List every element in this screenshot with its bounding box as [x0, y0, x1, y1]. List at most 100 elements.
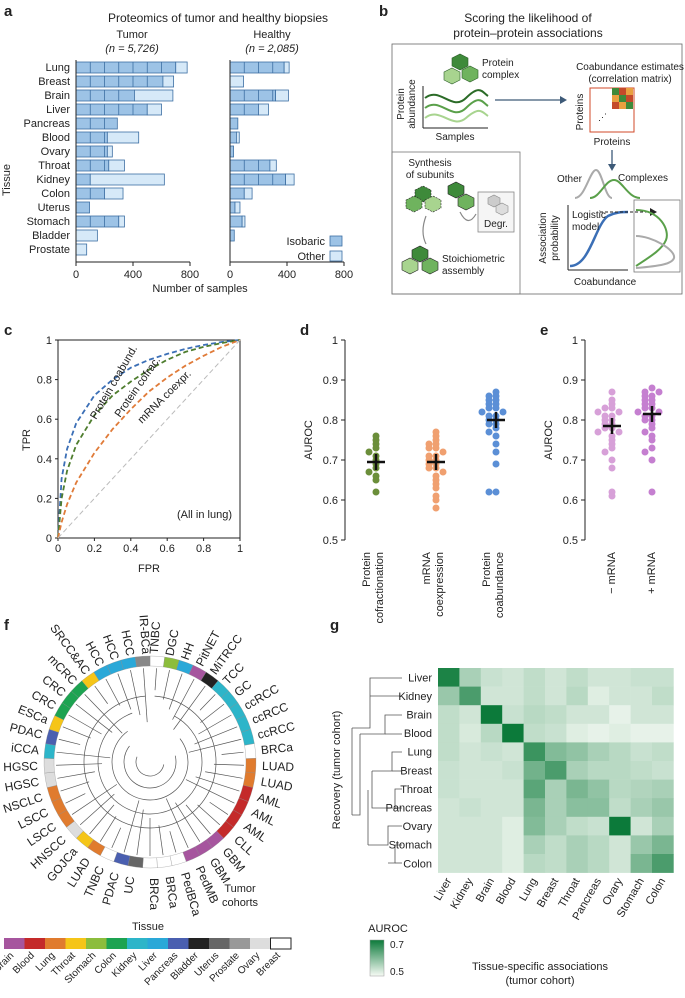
heatmap-col-label-colon: Colon — [644, 876, 669, 907]
heatmap-col-label-blood: Blood — [494, 876, 518, 906]
tissue-label-kidney: Kidney — [36, 174, 70, 186]
degradation-label: Degr. — [484, 219, 508, 230]
abundance-curve-dark — [424, 89, 489, 104]
d-point-2 — [492, 460, 500, 468]
healthy-bar-isobaric-throat — [229, 159, 271, 172]
dendrogram-branch — [65, 793, 86, 804]
d-point-2 — [492, 404, 500, 412]
e-point-1 — [641, 428, 649, 436]
healthy-bar-other-kidney — [285, 173, 295, 186]
tumor-bar-other-throat — [108, 159, 125, 172]
healthy-bar-isobaric-ovary — [229, 145, 234, 158]
dendrogram-branch — [56, 763, 103, 766]
d-point-0 — [365, 468, 373, 476]
panel-c-roc-chart: 000.20.20.40.40.60.60.80.811 TPR FPR Pro… — [21, 335, 243, 575]
cohort-label: HH — [178, 641, 197, 662]
heatmap-cell — [523, 816, 546, 836]
panel-d-auroc-dotplot: 0.5 0.6 0.7 0.8 0.9 1 AUROC Protein cofractio… — [303, 335, 507, 624]
dendrogram-branch — [111, 827, 122, 849]
fpr-tick-label: 1 — [237, 543, 243, 555]
heatmap-cell — [609, 835, 631, 855]
dendrogram-branch — [56, 751, 111, 759]
heatmap-cell — [630, 686, 653, 706]
cohort-label: HCC — [118, 629, 137, 658]
cohort-label: LUAD — [262, 759, 295, 774]
tumor-title: Tumor — [116, 29, 148, 41]
e-auroc-label: AUROC — [543, 420, 555, 460]
dendrogram-branch — [94, 685, 108, 704]
heatmap-cell — [502, 723, 524, 743]
cohort-label: BRCa — [260, 740, 294, 757]
dendrogram-arc — [111, 730, 189, 801]
tumor-cohorts-label-2: cohorts — [222, 897, 259, 909]
heatmap-cell — [652, 798, 674, 818]
heatmap-cell — [523, 779, 546, 799]
heatmap-cell — [480, 816, 503, 836]
dendrogram-branch — [99, 816, 117, 842]
dendrogram-branch — [173, 685, 206, 730]
tpr-axis-label: TPR — [21, 429, 33, 451]
panel-label-b: b — [379, 3, 388, 20]
healthy-bar-isobaric-colon — [229, 187, 245, 200]
e-point-0 — [608, 464, 616, 472]
tumor-bar-other-ovary — [106, 145, 113, 158]
heatmap-cell — [630, 835, 653, 855]
heatmap-y-label: Recovery (tumor cohort) — [331, 711, 343, 830]
tumor-bar-isobaric-kidney — [75, 173, 91, 186]
tumor-bar-isobaric-throat — [75, 159, 110, 172]
panel-label-g: g — [330, 617, 339, 634]
heatmap-cell — [545, 798, 567, 818]
e-point-0 — [608, 492, 616, 500]
legend-other-swatch — [329, 250, 343, 262]
heatmap-cell — [480, 742, 503, 762]
healthy-bar-isobaric-pancreas — [229, 117, 239, 130]
dendrogram-branch — [68, 714, 102, 735]
roc-frame — [57, 339, 241, 539]
samples-label: Samples — [436, 132, 475, 143]
heatmap-cell — [609, 723, 631, 743]
heatmap-cell — [459, 705, 482, 725]
healthy-bar-other-throat — [269, 159, 277, 172]
healthy-bar-isobaric-lung — [229, 61, 285, 74]
heatmap-row-label-stomach: Stomach — [389, 840, 432, 852]
heatmap-x-label-2: (tumor cohort) — [505, 975, 574, 987]
heatmap-cell — [652, 779, 674, 799]
tissue-legend-swatch-prostate — [229, 938, 250, 949]
legend-isobaric-label: Isobaric — [286, 236, 325, 248]
cohort-label: BRCa — [147, 878, 161, 910]
d-point-2 — [492, 440, 500, 448]
heatmap-cell — [566, 668, 589, 687]
heatmap-row-label-kidney: Kidney — [398, 691, 432, 703]
e-y-tick-label: 0.5 — [563, 535, 578, 547]
heatmap-cell — [438, 723, 460, 743]
dendrogram-branch — [143, 668, 148, 723]
cohort-ring-segment — [135, 655, 151, 668]
tumor-bar-other-liver — [146, 103, 162, 116]
other-distribution — [574, 168, 613, 199]
tissue-legend-swatch-ovary — [250, 938, 271, 949]
healthy-x-tick-label: 0 — [227, 269, 233, 281]
heatmap-cell — [587, 761, 610, 780]
heatmap-cell — [480, 686, 503, 706]
tumor-bar-isobaric-pancreas — [75, 117, 118, 130]
synthesis-box — [391, 151, 521, 295]
healthy-bar-isobaric-brain — [229, 89, 276, 102]
heatmap-cell — [545, 723, 567, 743]
subunits-icon — [405, 181, 475, 213]
tumor-x-tick-label: 0 — [73, 269, 79, 281]
tissue-label-prostate: Prostate — [29, 244, 70, 256]
assembly-arrow — [422, 215, 427, 245]
panel-f-cohort-dendrogram: TNBC DGCHHPitNETMiTRCCTCCGCccRCCccRCCccRC… — [0, 614, 297, 988]
heatmap-cell — [566, 798, 589, 818]
heatmap-cell — [480, 779, 503, 799]
e-point-1 — [634, 408, 642, 416]
panel-label-e: e — [540, 322, 548, 339]
heatmap-cell — [566, 723, 589, 743]
tissue-legend-swatch-uterus — [209, 938, 230, 949]
heatmap-cell — [630, 705, 653, 725]
heatmap-col-label-kidney: Kidney — [448, 876, 475, 912]
heatmap-cell — [587, 854, 610, 873]
dendrogram-branch — [175, 802, 201, 842]
complexes-distribution — [589, 178, 641, 199]
heatmap-row-label-brain: Brain — [406, 710, 432, 722]
